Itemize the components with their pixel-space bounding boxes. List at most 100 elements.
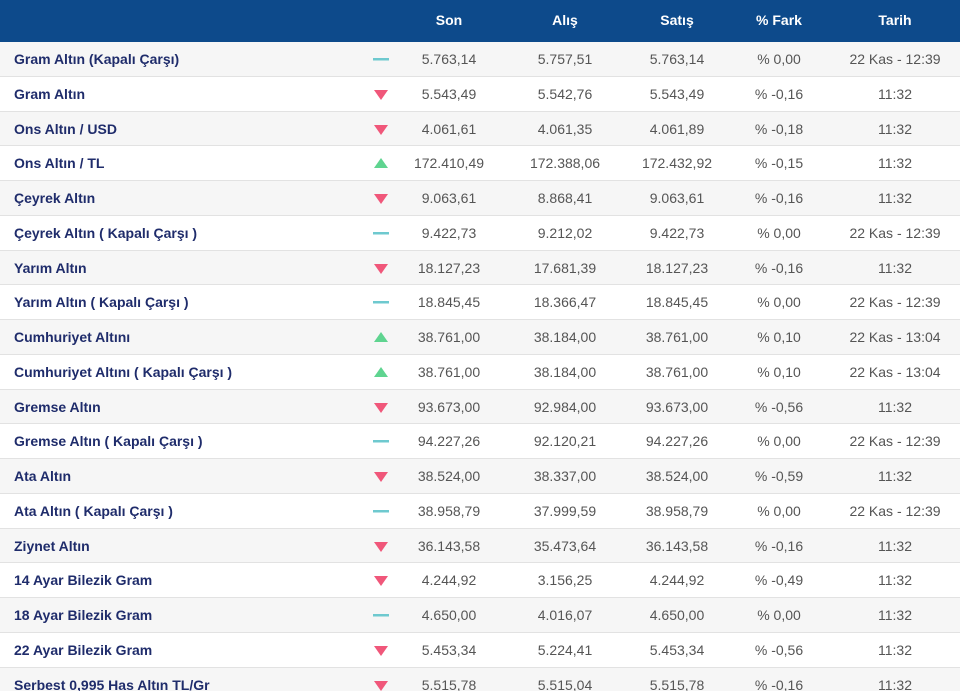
trend-icon	[373, 58, 389, 61]
trend-flat	[373, 231, 389, 235]
table-cell: 11:32	[878, 120, 912, 137]
table-cell: 93.673,00	[417, 398, 481, 415]
trend-icon	[374, 680, 388, 691]
table-cell: 38.184,00	[533, 363, 597, 380]
table-row: Çeyrek Altın 9.063,61 8.868,41 9.063,61 % -0…	[0, 181, 960, 216]
table-row: Gremse Altın 93.673,00 92.984,00 93.673,00%…	[0, 389, 960, 425]
instrument-name: Gremse Altın ( Kapalı Çarşı )	[14, 433, 203, 450]
table-cell: 36.143,58	[645, 537, 709, 554]
table-cell: 18.845,45	[417, 294, 481, 311]
table-cell: % 0,10	[757, 363, 801, 380]
table-cell: 4.244,92	[421, 572, 477, 589]
table-cell: 18.127,23	[645, 259, 709, 276]
table-row: Cumhuriyet Altını ( Kapalı Çarşı ) 38.761…	[0, 355, 960, 390]
table-cell: 38.958,79	[417, 502, 481, 519]
table-cell: 38.524,00	[645, 468, 709, 484]
table-cell: % 0,10	[757, 329, 801, 345]
trend-flat	[373, 509, 389, 513]
trend-down	[374, 124, 388, 135]
table-cell: 172.388,06	[529, 155, 601, 172]
table-cell: 9.422,73	[421, 224, 477, 241]
table-cell: % -0,16	[754, 259, 804, 276]
table-cell: 4.061,89	[649, 120, 705, 137]
trend-down	[374, 645, 388, 656]
trend-up	[374, 366, 388, 377]
table-row: Çeyrek Altın ( Kapalı Çarşı ) 9.422,73 9.2…	[0, 216, 960, 251]
table-cell: 22 Kas - 13:04	[849, 329, 941, 345]
table-row: Ziynet Altın 36.143,58 35.473,64 36.143,58%…	[0, 528, 960, 564]
table-cell: 11:32	[878, 607, 912, 623]
instrument-name: 22 Ayar Bilezik Gram	[14, 641, 153, 658]
trend-down	[374, 541, 388, 552]
column-header: Satış	[660, 12, 694, 28]
table-cell: % -0,56	[754, 641, 804, 658]
trend-down	[374, 263, 388, 274]
table-row: Gram Altın (Kapalı Çarşı) 5.763,14 5.757,5…	[0, 42, 960, 77]
table-cell: 94.227,26	[645, 433, 709, 450]
table-cell: % -0,59	[754, 468, 804, 484]
table-cell: 18.127,23	[417, 259, 481, 276]
table-cell: 22 Kas - 12:39	[849, 294, 941, 311]
instrument-name: Cumhuriyet Altını ( Kapalı Çarşı )	[14, 363, 233, 380]
table-row: 14 Ayar Bilezik Gram 4.244,92 3.156,25 4.24…	[0, 563, 960, 598]
table-cell: 36.143,58	[417, 537, 481, 554]
trend-icon	[374, 158, 388, 169]
trend-icon	[373, 614, 389, 617]
table-cell: % 0,00	[757, 294, 801, 311]
trend-up	[374, 332, 388, 342]
table-cell: 4.650,00	[649, 607, 705, 623]
table-row: Gram Altın 5.543,49 5.542,76 5.543,49 % -0,1…	[0, 77, 960, 112]
table-row: Gremse Altın ( Kapalı Çarşı ) 94.227,26 92…	[0, 424, 960, 459]
table-cell: % 0,00	[757, 502, 801, 519]
table-cell: 5.224,41	[537, 641, 593, 658]
table-cell: 22 Kas - 12:39	[849, 433, 941, 450]
table-cell: 22 Kas - 12:39	[849, 224, 941, 241]
table-cell: 22 Kas - 13:04	[849, 363, 941, 380]
table-cell: 11:32	[878, 259, 912, 276]
trend-icon	[374, 89, 388, 100]
table-cell: 3.156,25	[537, 572, 593, 589]
trend-icon	[374, 576, 388, 587]
trend-icon	[374, 402, 388, 413]
table-row: Ata Altın 38.524,00 38.337,00 38.524,00 % -0…	[0, 459, 960, 494]
table-cell: 17.681,39	[533, 259, 597, 276]
table-cell: 5.543,49	[421, 85, 477, 102]
table-cell: % -0,16	[754, 190, 804, 206]
table-cell: 5.543,49	[649, 85, 705, 102]
table-cell: 11:32	[878, 190, 912, 206]
trend-down	[374, 472, 388, 482]
table-cell: 38.337,00	[533, 468, 597, 484]
table-cell: 92.120,21	[533, 433, 597, 450]
instrument-name: Cumhuriyet Altını	[14, 329, 131, 345]
trend-icon	[373, 231, 389, 235]
table-cell: 5.515,78	[421, 676, 477, 691]
table-cell: 5.515,78	[649, 676, 705, 691]
table-cell: 18.845,45	[645, 294, 709, 311]
table-cell: 11:32	[878, 85, 912, 102]
table-cell: 4.016,07	[537, 607, 593, 623]
table-cell: 38.761,00	[417, 329, 481, 345]
table-cell: % -0,16	[754, 676, 804, 691]
table-cell: 38.761,00	[645, 329, 709, 345]
table-cell: 5.763,14	[649, 51, 705, 67]
table-cell: % 0,00	[757, 607, 801, 623]
trend-icon	[373, 301, 389, 304]
table-cell: 38.761,00	[645, 363, 709, 380]
table-cell: % -0,49	[754, 572, 804, 589]
table-cell: 22 Kas - 12:39	[849, 502, 941, 519]
table-cell: 18.366,47	[533, 294, 597, 311]
instrument-name: Ons Altın / TL	[14, 155, 105, 172]
table-cell: 94.227,26	[417, 433, 481, 450]
table-cell: 8.868,41	[537, 190, 593, 206]
instrument-name: Ziynet Altın	[14, 537, 90, 554]
table-row: Ons Altın / USD 4.061,61 4.061,35 4.061,89%…	[0, 111, 960, 147]
table-cell: 38.184,00	[533, 329, 597, 345]
instrument-name: Çeyrek Altın ( Kapalı Çarşı )	[14, 224, 198, 241]
trend-icon	[373, 440, 389, 443]
table-cell: 38.524,00	[417, 468, 481, 484]
table-cell: 172.432,92	[641, 155, 713, 172]
table-row: Cumhuriyet Altını 38.761,00 38.184,00 38.76…	[0, 320, 960, 355]
trend-icon	[374, 645, 388, 656]
instrument-name: 18 Ayar Bilezik Gram	[14, 607, 153, 623]
